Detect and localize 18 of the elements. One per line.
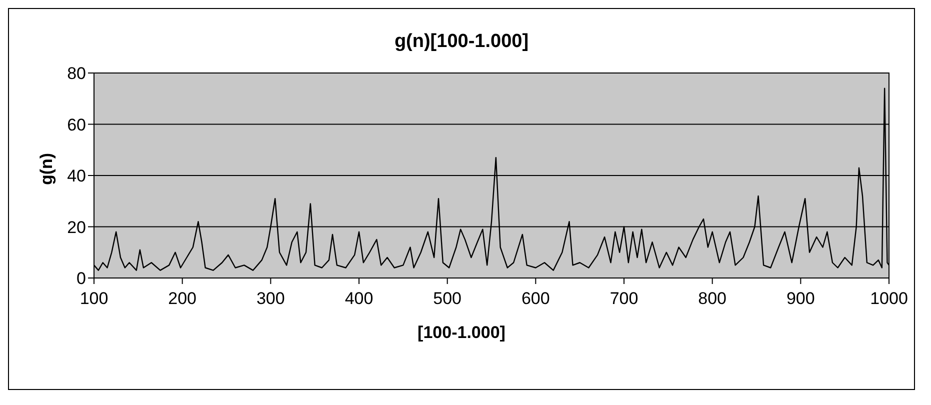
- x-tick-label: 900: [786, 289, 815, 308]
- x-tick-label: 700: [610, 289, 638, 308]
- chart-title: g(n)[100-1.000]: [393, 31, 530, 53]
- y-tick-label: 80: [67, 64, 86, 84]
- x-tick-label: 800: [698, 289, 727, 308]
- x-tick-label: 300: [256, 289, 285, 308]
- x-tick-label: 400: [344, 289, 374, 308]
- x-tick-label: 600: [521, 289, 550, 308]
- x-tick-label: 1000: [870, 289, 908, 308]
- y-axis-title: g(n): [37, 152, 58, 186]
- y-tick-label: 20: [67, 218, 86, 237]
- y-tick-label: 0: [76, 269, 86, 288]
- x-axis-title: [100-1.000]: [416, 323, 506, 343]
- x-tick-label: 100: [80, 289, 108, 308]
- y-tick-label: 40: [67, 166, 86, 186]
- x-tick-label: 500: [433, 289, 462, 308]
- y-tick-label: 60: [67, 115, 86, 134]
- x-tick-label: 200: [168, 289, 197, 308]
